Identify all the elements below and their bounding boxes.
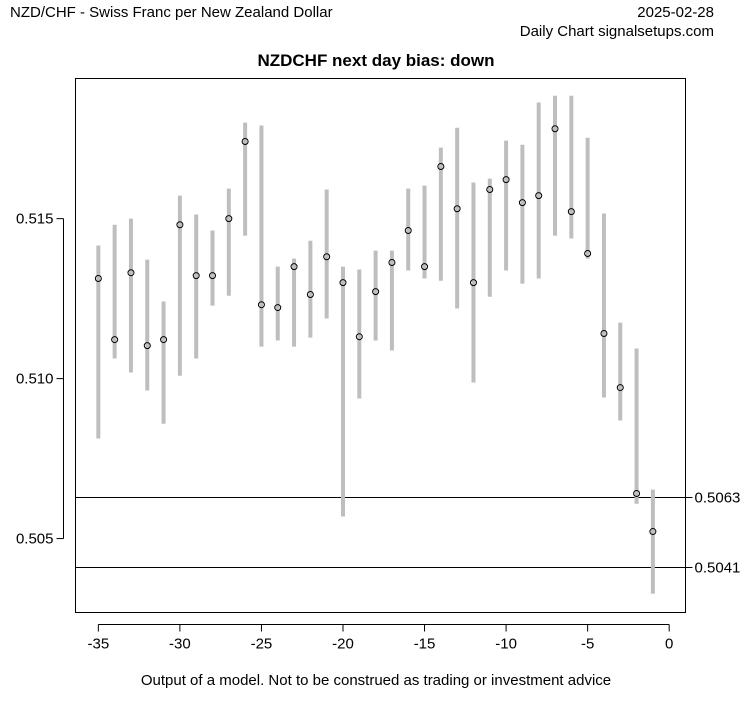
- x-tick-label: -30: [169, 636, 191, 653]
- data-point: [535, 192, 543, 200]
- plot-frame: [75, 78, 686, 613]
- level-label: 0.5041: [695, 560, 741, 577]
- data-point: [274, 304, 282, 312]
- data-point: [209, 272, 217, 280]
- y-tick-label: 0.510: [16, 371, 54, 388]
- data-point: [453, 205, 461, 213]
- data-point: [502, 176, 510, 184]
- x-tick-label: -20: [332, 636, 354, 653]
- data-point: [372, 288, 380, 296]
- data-point: [225, 215, 233, 223]
- y-tick-label: 0.515: [16, 211, 54, 228]
- x-tick-label: 0: [665, 636, 673, 653]
- data-point: [160, 336, 168, 344]
- data-point: [551, 125, 559, 133]
- data-point: [567, 208, 575, 216]
- data-point: [633, 489, 641, 497]
- data-point: [486, 186, 494, 194]
- data-point: [241, 138, 249, 146]
- data-point: [388, 258, 396, 266]
- header-title: NZD/CHF - Swiss Franc per New Zealand Do…: [10, 4, 333, 21]
- data-point: [355, 333, 363, 341]
- chart-title: NZDCHF next day bias: down: [257, 51, 494, 70]
- data-point: [306, 290, 314, 298]
- data-point: [290, 263, 298, 271]
- data-point: [323, 253, 331, 261]
- footer-disclaimer: Output of a model. Not to be construed a…: [141, 672, 611, 689]
- plot-marks: [75, 95, 686, 594]
- axes: 0.5063 0.5041 -35 -30 -25 -20 -15 -10 -5 0 0.505 0.…: [16, 211, 740, 653]
- data-point: [143, 342, 151, 350]
- level-label: 0.5063: [695, 490, 741, 507]
- y-tick-label: 0.505: [16, 531, 54, 548]
- data-point: [649, 528, 657, 536]
- data-point: [339, 279, 347, 287]
- data-point: [421, 263, 429, 271]
- header-subtitle: Daily Chart signalsetups.com: [520, 23, 714, 40]
- data-point: [404, 226, 412, 234]
- data-point: [600, 330, 608, 338]
- data-point: [111, 336, 119, 344]
- data-point: [437, 162, 445, 170]
- data-point: [257, 301, 265, 309]
- x-tick-label: -35: [87, 636, 109, 653]
- x-tick-label: -10: [495, 636, 517, 653]
- data-point: [616, 384, 624, 392]
- data-point: [127, 269, 135, 277]
- x-tick-label: -15: [414, 636, 436, 653]
- header-date: 2025-02-28: [637, 4, 714, 21]
- data-point: [518, 199, 526, 207]
- data-point: [584, 250, 592, 258]
- data-point: [469, 279, 477, 287]
- x-tick-label: -25: [251, 636, 273, 653]
- data-point: [176, 221, 184, 229]
- data-point: [192, 272, 200, 280]
- x-tick-label: -5: [581, 636, 594, 653]
- data-point: [94, 274, 102, 282]
